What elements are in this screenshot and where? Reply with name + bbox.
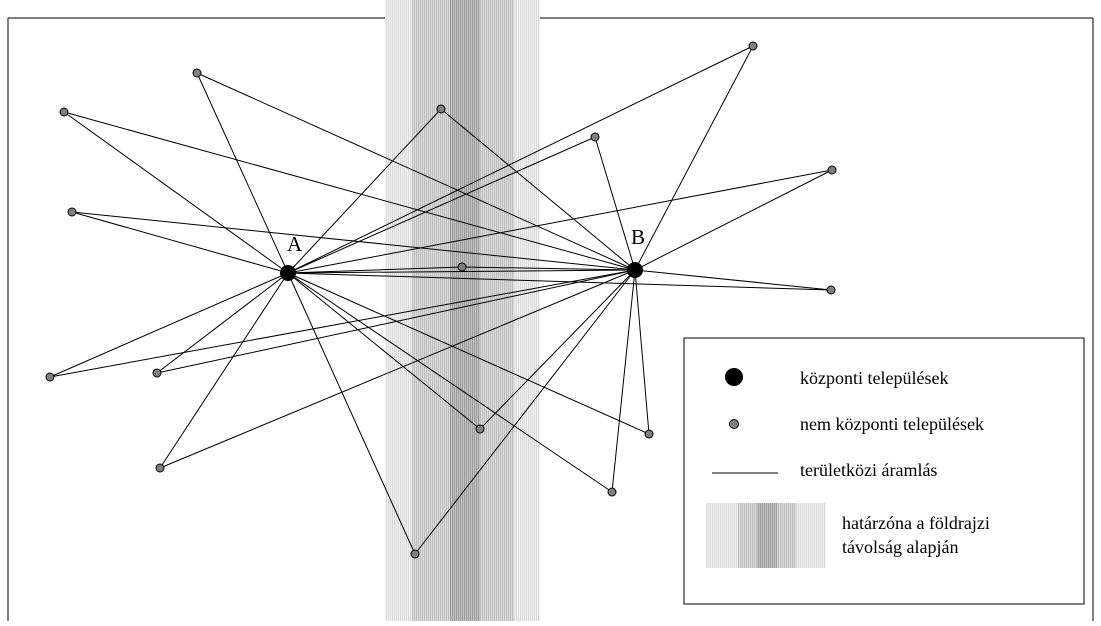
noncentral-node xyxy=(475,424,485,434)
flow-line xyxy=(634,169,833,271)
flow-line xyxy=(594,136,636,271)
noncentral-node xyxy=(748,41,758,51)
node-label-a: A xyxy=(287,232,303,256)
flow-line xyxy=(414,269,636,555)
flow-line xyxy=(287,169,833,274)
flow-line xyxy=(287,272,832,291)
flow-line xyxy=(611,269,636,493)
flow-line xyxy=(287,272,416,555)
frame xyxy=(7,17,1094,621)
flow-line xyxy=(49,269,636,378)
flow-line xyxy=(479,269,636,430)
noncentral-node xyxy=(457,262,467,272)
legend-flow-label: területközi áramlás xyxy=(800,460,937,480)
noncentral-node xyxy=(827,165,837,175)
flow-line xyxy=(63,111,289,274)
flow-line xyxy=(159,269,636,469)
flow-line xyxy=(634,269,650,435)
flow-line xyxy=(71,211,636,271)
noncentral-node xyxy=(59,107,69,117)
flow-line xyxy=(287,136,596,274)
legend-noncentral-symbol xyxy=(729,419,739,429)
flow-line xyxy=(287,272,613,493)
noncentral-node xyxy=(644,429,654,439)
flow-line xyxy=(287,269,636,274)
noncentral-node xyxy=(152,368,162,378)
flow-lines xyxy=(49,45,833,555)
flow-line xyxy=(287,266,463,274)
noncentral-node xyxy=(410,549,420,559)
noncentral-node xyxy=(590,132,600,142)
flow-line xyxy=(196,72,289,274)
flow-line xyxy=(156,269,636,374)
flow-line xyxy=(159,272,289,469)
central-settlements: A B xyxy=(280,225,645,281)
central-node-a xyxy=(280,265,296,281)
flow-line xyxy=(287,45,754,274)
flow-line xyxy=(634,269,832,291)
noncentral-node xyxy=(155,463,165,473)
noncentral-node xyxy=(192,68,202,78)
flow-line xyxy=(196,72,636,271)
legend-central-label: központi települések xyxy=(800,368,948,388)
legend-central-symbol xyxy=(725,368,743,386)
noncentral-node xyxy=(607,487,617,497)
flow-line xyxy=(71,211,289,274)
flow-line xyxy=(461,266,636,271)
legend-zone-symbol xyxy=(706,503,826,568)
flow-line xyxy=(63,111,636,271)
legend-noncentral-label: nem központi települések xyxy=(800,414,984,434)
flow-line xyxy=(287,272,650,435)
border-zone xyxy=(385,0,540,621)
central-node-b xyxy=(627,262,643,278)
noncentral-node xyxy=(826,285,836,295)
legend-zone-label-line1: határzóna a földrajzi xyxy=(842,513,990,533)
noncentral-node xyxy=(67,207,77,217)
noncentral-node xyxy=(45,372,55,382)
node-label-b: B xyxy=(631,225,645,249)
flow-line xyxy=(49,272,289,378)
flow-line xyxy=(440,108,636,271)
legend: központi települések nem központi telepü… xyxy=(683,337,1085,605)
flow-line xyxy=(287,272,481,430)
flow-line xyxy=(634,45,754,271)
noncentral-settlements xyxy=(45,41,837,559)
noncentral-node xyxy=(436,104,446,114)
flow-line xyxy=(287,108,442,274)
legend-zone-label-line2: távolság alapján xyxy=(842,537,958,557)
flow-line xyxy=(156,272,289,374)
